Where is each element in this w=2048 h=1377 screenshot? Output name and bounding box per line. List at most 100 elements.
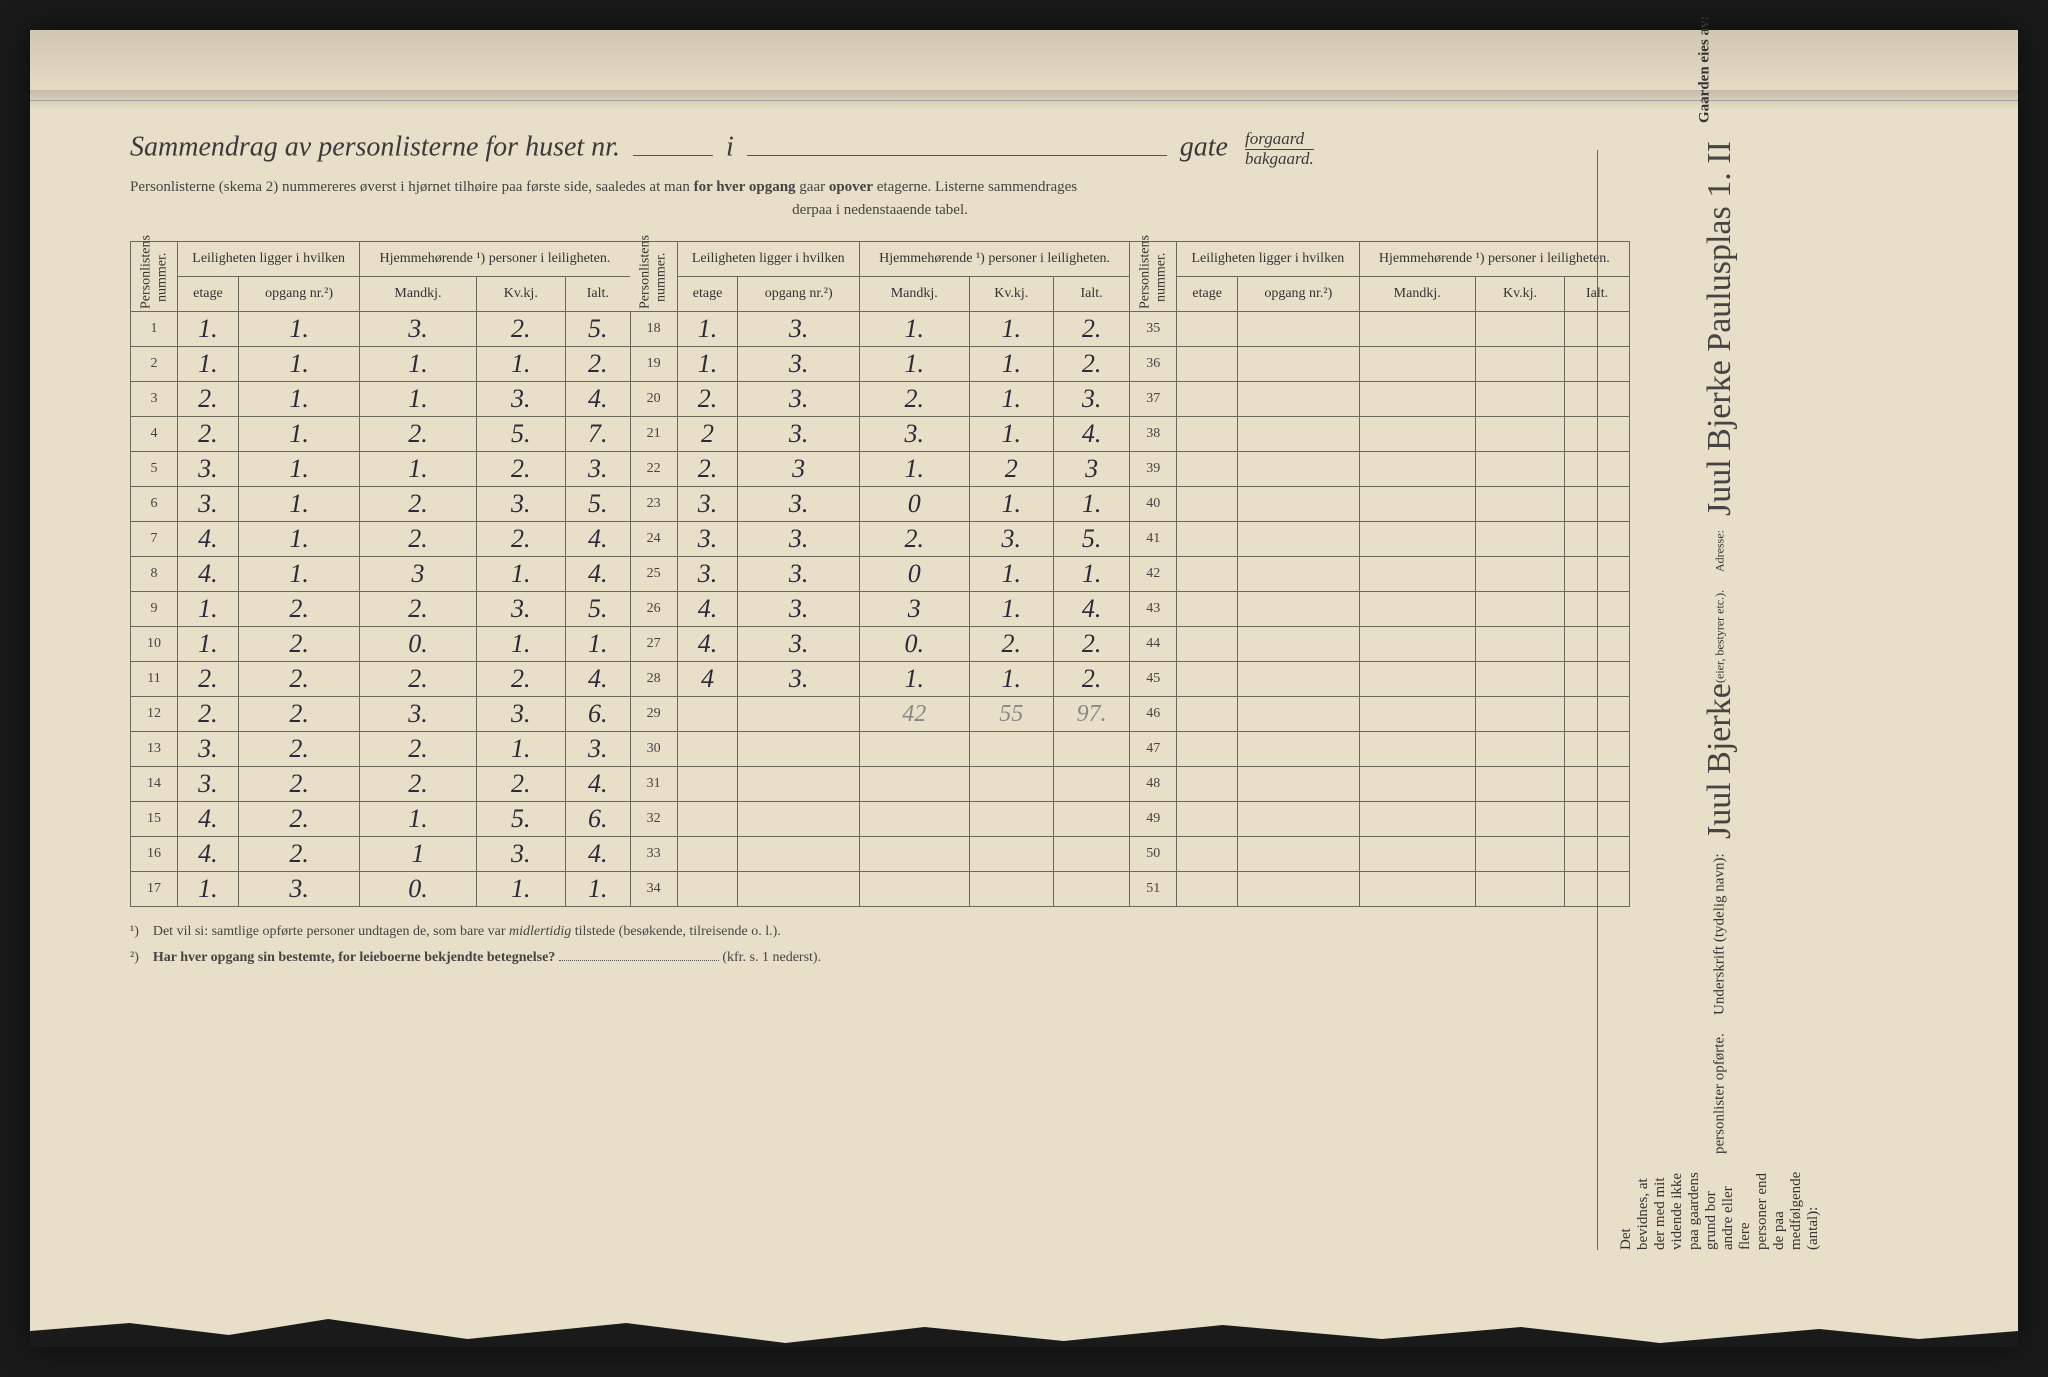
table-cell: 1. <box>969 557 1053 592</box>
table-cell: 1. <box>969 487 1053 522</box>
footnote2-blank <box>559 960 719 961</box>
table-cell: 1. <box>677 312 738 347</box>
table-cell: 2. <box>969 627 1053 662</box>
table-cell <box>1177 522 1238 557</box>
table-cell: 1. <box>677 347 738 382</box>
table-cell: 2. <box>238 662 360 697</box>
table-cell: 4. <box>565 382 630 417</box>
table-cell: 1. <box>238 522 360 557</box>
table-cell: 2. <box>360 487 476 522</box>
forgaard-label: forgaard <box>1245 130 1314 149</box>
table-cell: 5. <box>565 592 630 627</box>
table-cell: 1. <box>859 312 969 347</box>
table-cell: 2. <box>476 452 565 487</box>
table-cell <box>1238 382 1360 417</box>
footnote1-label: ¹) <box>130 924 139 939</box>
table-cell: 2. <box>1053 347 1129 382</box>
table-cell <box>1238 522 1360 557</box>
table-cell: 3. <box>859 417 969 452</box>
footnote-1: ¹) Det vil si: samtlige opførte personer… <box>130 919 1630 944</box>
table-cell: 2. <box>360 417 476 452</box>
table-cell: 3. <box>738 487 860 522</box>
table-cell: 26 <box>630 592 677 627</box>
table-cell <box>1475 837 1564 872</box>
table-cell: 16 <box>131 837 178 872</box>
adresse-label: Adresse: <box>1713 530 1728 572</box>
table-cell <box>677 732 738 767</box>
table-cell: 39 <box>1130 452 1177 487</box>
table-cell <box>1177 557 1238 592</box>
table-cell <box>738 872 860 907</box>
table-cell: 2. <box>476 522 565 557</box>
table-cell <box>1238 837 1360 872</box>
table-cell: 3. <box>738 417 860 452</box>
table-cell <box>1053 767 1129 802</box>
table-cell <box>1475 662 1564 697</box>
table-cell <box>1177 312 1238 347</box>
table-cell: 1. <box>969 312 1053 347</box>
table-cell: 1. <box>476 347 565 382</box>
table-cell: 2. <box>677 382 738 417</box>
table-cell: 1. <box>859 347 969 382</box>
torn-edge <box>30 1307 2018 1347</box>
table-cell: 13 <box>131 732 178 767</box>
table-cell: 2. <box>476 312 565 347</box>
sidebar-personlister: personlister opførte. <box>1618 1033 1822 1154</box>
table-cell <box>1238 557 1360 592</box>
table-cell: 2. <box>859 522 969 557</box>
table-cell <box>1238 592 1360 627</box>
table-cell: 3 <box>360 557 476 592</box>
subtitle-part1: Personlisterne (skema 2) nummereres øver… <box>130 179 690 195</box>
table-cell <box>859 732 969 767</box>
table-cell <box>1177 417 1238 452</box>
table-cell: 10 <box>131 627 178 662</box>
table-cell: 2. <box>360 592 476 627</box>
table-cell: 6. <box>565 697 630 732</box>
table-cell: 5. <box>476 802 565 837</box>
table-cell <box>1177 837 1238 872</box>
table-cell: 5. <box>565 312 630 347</box>
table-cell: 3. <box>476 487 565 522</box>
table-row: 21.1.1.1.2.191.3.1.1.2.36 <box>131 347 1630 382</box>
table-cell: 2. <box>178 417 239 452</box>
subtitle-bold1: for hver opgang <box>694 179 796 195</box>
table-body: 11.1.3.2.5.181.3.1.1.2.3521.1.1.1.2.191.… <box>131 312 1630 907</box>
adresse-value: Juul Bjerke Paulusplas 1. II <box>1701 141 1739 516</box>
header-opgang-2: opgang nr.²) <box>738 277 860 312</box>
table-cell: 0. <box>360 627 476 662</box>
table-cell: 32 <box>630 802 677 837</box>
table-cell: 3 <box>131 382 178 417</box>
table-cell <box>1475 487 1564 522</box>
table-cell <box>1359 872 1475 907</box>
table-cell: 30 <box>630 732 677 767</box>
table-row: 154.2.1.5.6.3249 <box>131 802 1630 837</box>
table-cell: 4. <box>565 557 630 592</box>
table-row: 112.2.2.2.4.2843.1.1.2.45 <box>131 662 1630 697</box>
table-cell: 0. <box>859 627 969 662</box>
sidebar-bevidnes: Det bevidnes, at der med mit vidende ikk… <box>1618 1172 1822 1250</box>
table-cell: 34 <box>630 872 677 907</box>
table-cell <box>1475 872 1564 907</box>
table-cell: 3. <box>738 347 860 382</box>
table-cell: 5. <box>565 487 630 522</box>
table-cell <box>1177 487 1238 522</box>
table-cell: 3. <box>476 382 565 417</box>
header-hjemme-2: Hjemmehørende ¹) personer i leiligheten. <box>859 242 1129 277</box>
title-blank-nr <box>633 155 713 156</box>
table-cell: 45 <box>1130 662 1177 697</box>
table-cell: 1. <box>178 627 239 662</box>
table-cell: 49 <box>1130 802 1177 837</box>
table-row: 143.2.2.2.4.3148 <box>131 767 1630 802</box>
table-cell <box>1359 627 1475 662</box>
table-cell: 19 <box>630 347 677 382</box>
table-cell: 3. <box>360 697 476 732</box>
table-cell: 3. <box>476 697 565 732</box>
table-cell: 5 <box>131 452 178 487</box>
table-cell <box>1238 312 1360 347</box>
table-cell: 40 <box>1130 487 1177 522</box>
table-cell: 1 <box>360 837 476 872</box>
footnote-2: ²) Har hver opgang sin bestemte, for lei… <box>130 945 1630 970</box>
table-cell <box>738 697 860 732</box>
personlister-text: personlister opførte. <box>1712 1033 1729 1154</box>
header-personlistens-1: Personlistens nummer. <box>131 242 178 312</box>
